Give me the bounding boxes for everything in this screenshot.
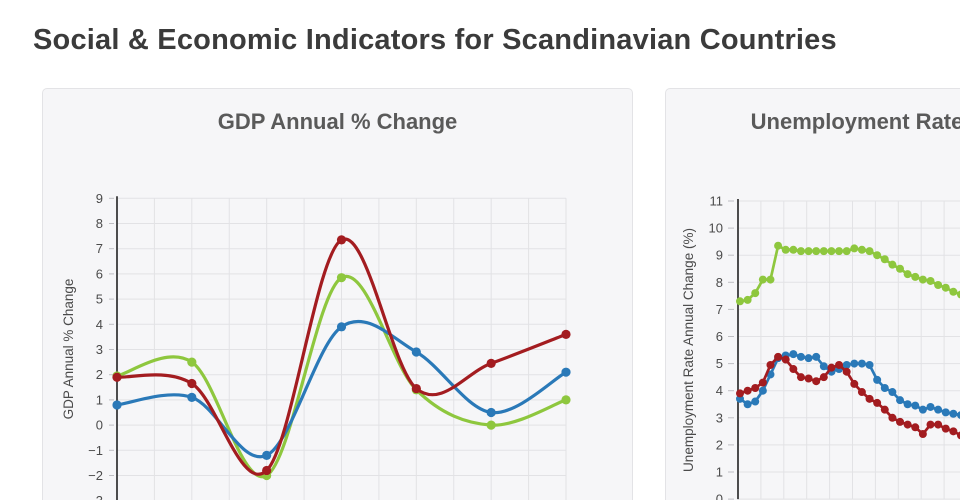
svg-text:0: 0 <box>96 418 103 433</box>
svg-text:8: 8 <box>96 216 103 231</box>
svg-text:2: 2 <box>716 437 723 452</box>
svg-text:3: 3 <box>716 410 723 425</box>
red-series <box>736 352 960 440</box>
svg-text:−2: −2 <box>88 468 103 483</box>
svg-text:−3: −3 <box>88 493 103 500</box>
svg-text:0: 0 <box>716 492 723 500</box>
page-title: Social & Economic Indicators for Scandin… <box>33 24 837 56</box>
svg-text:6: 6 <box>716 329 723 344</box>
svg-text:2: 2 <box>96 367 103 382</box>
svg-text:9: 9 <box>96 191 103 206</box>
svg-text:5: 5 <box>716 356 723 371</box>
unemployment-chart-card: Unemployment Rate Annual Change (%) 1110… <box>665 88 960 500</box>
unemployment-chart-title: Unemployment Rate Annual Change (%) <box>750 109 960 134</box>
gdp-chart-card: GDP Annual % Change 9 8 7 6 5 4 3 2 1 0 −1 −2 −3 GDP … <box>42 88 633 500</box>
svg-text:11: 11 <box>710 194 724 209</box>
svg-text:4: 4 <box>96 317 103 332</box>
svg-text:5: 5 <box>96 292 103 307</box>
svg-text:1: 1 <box>716 465 723 480</box>
y-axis-label: Unemployment Rate Annual Change (%) <box>681 228 696 472</box>
gdp-chart-title: GDP Annual % Change <box>217 109 458 134</box>
y-axis-label: GDP Annual % Change <box>61 279 76 420</box>
svg-text:7: 7 <box>716 302 723 317</box>
blue-series <box>736 350 960 419</box>
blue-series <box>112 319 571 460</box>
gridlines <box>738 200 960 500</box>
svg-text:1: 1 <box>96 392 103 407</box>
svg-text:8: 8 <box>716 275 723 290</box>
svg-text:6: 6 <box>96 266 103 281</box>
green-series <box>736 241 960 306</box>
red-series <box>112 235 571 476</box>
svg-text:7: 7 <box>96 241 103 256</box>
svg-text:9: 9 <box>716 248 723 263</box>
svg-text:−1: −1 <box>88 443 103 458</box>
gdp-chart: 9 8 7 6 5 4 3 2 1 0 −1 −2 −3 GDP Annual % Change <box>61 191 571 500</box>
svg-text:3: 3 <box>96 342 103 357</box>
y-axis-ticks: 9 8 7 6 5 4 3 2 1 0 −1 −2 −3 <box>88 191 114 500</box>
svg-text:10: 10 <box>709 221 723 236</box>
svg-text:4: 4 <box>716 383 723 398</box>
